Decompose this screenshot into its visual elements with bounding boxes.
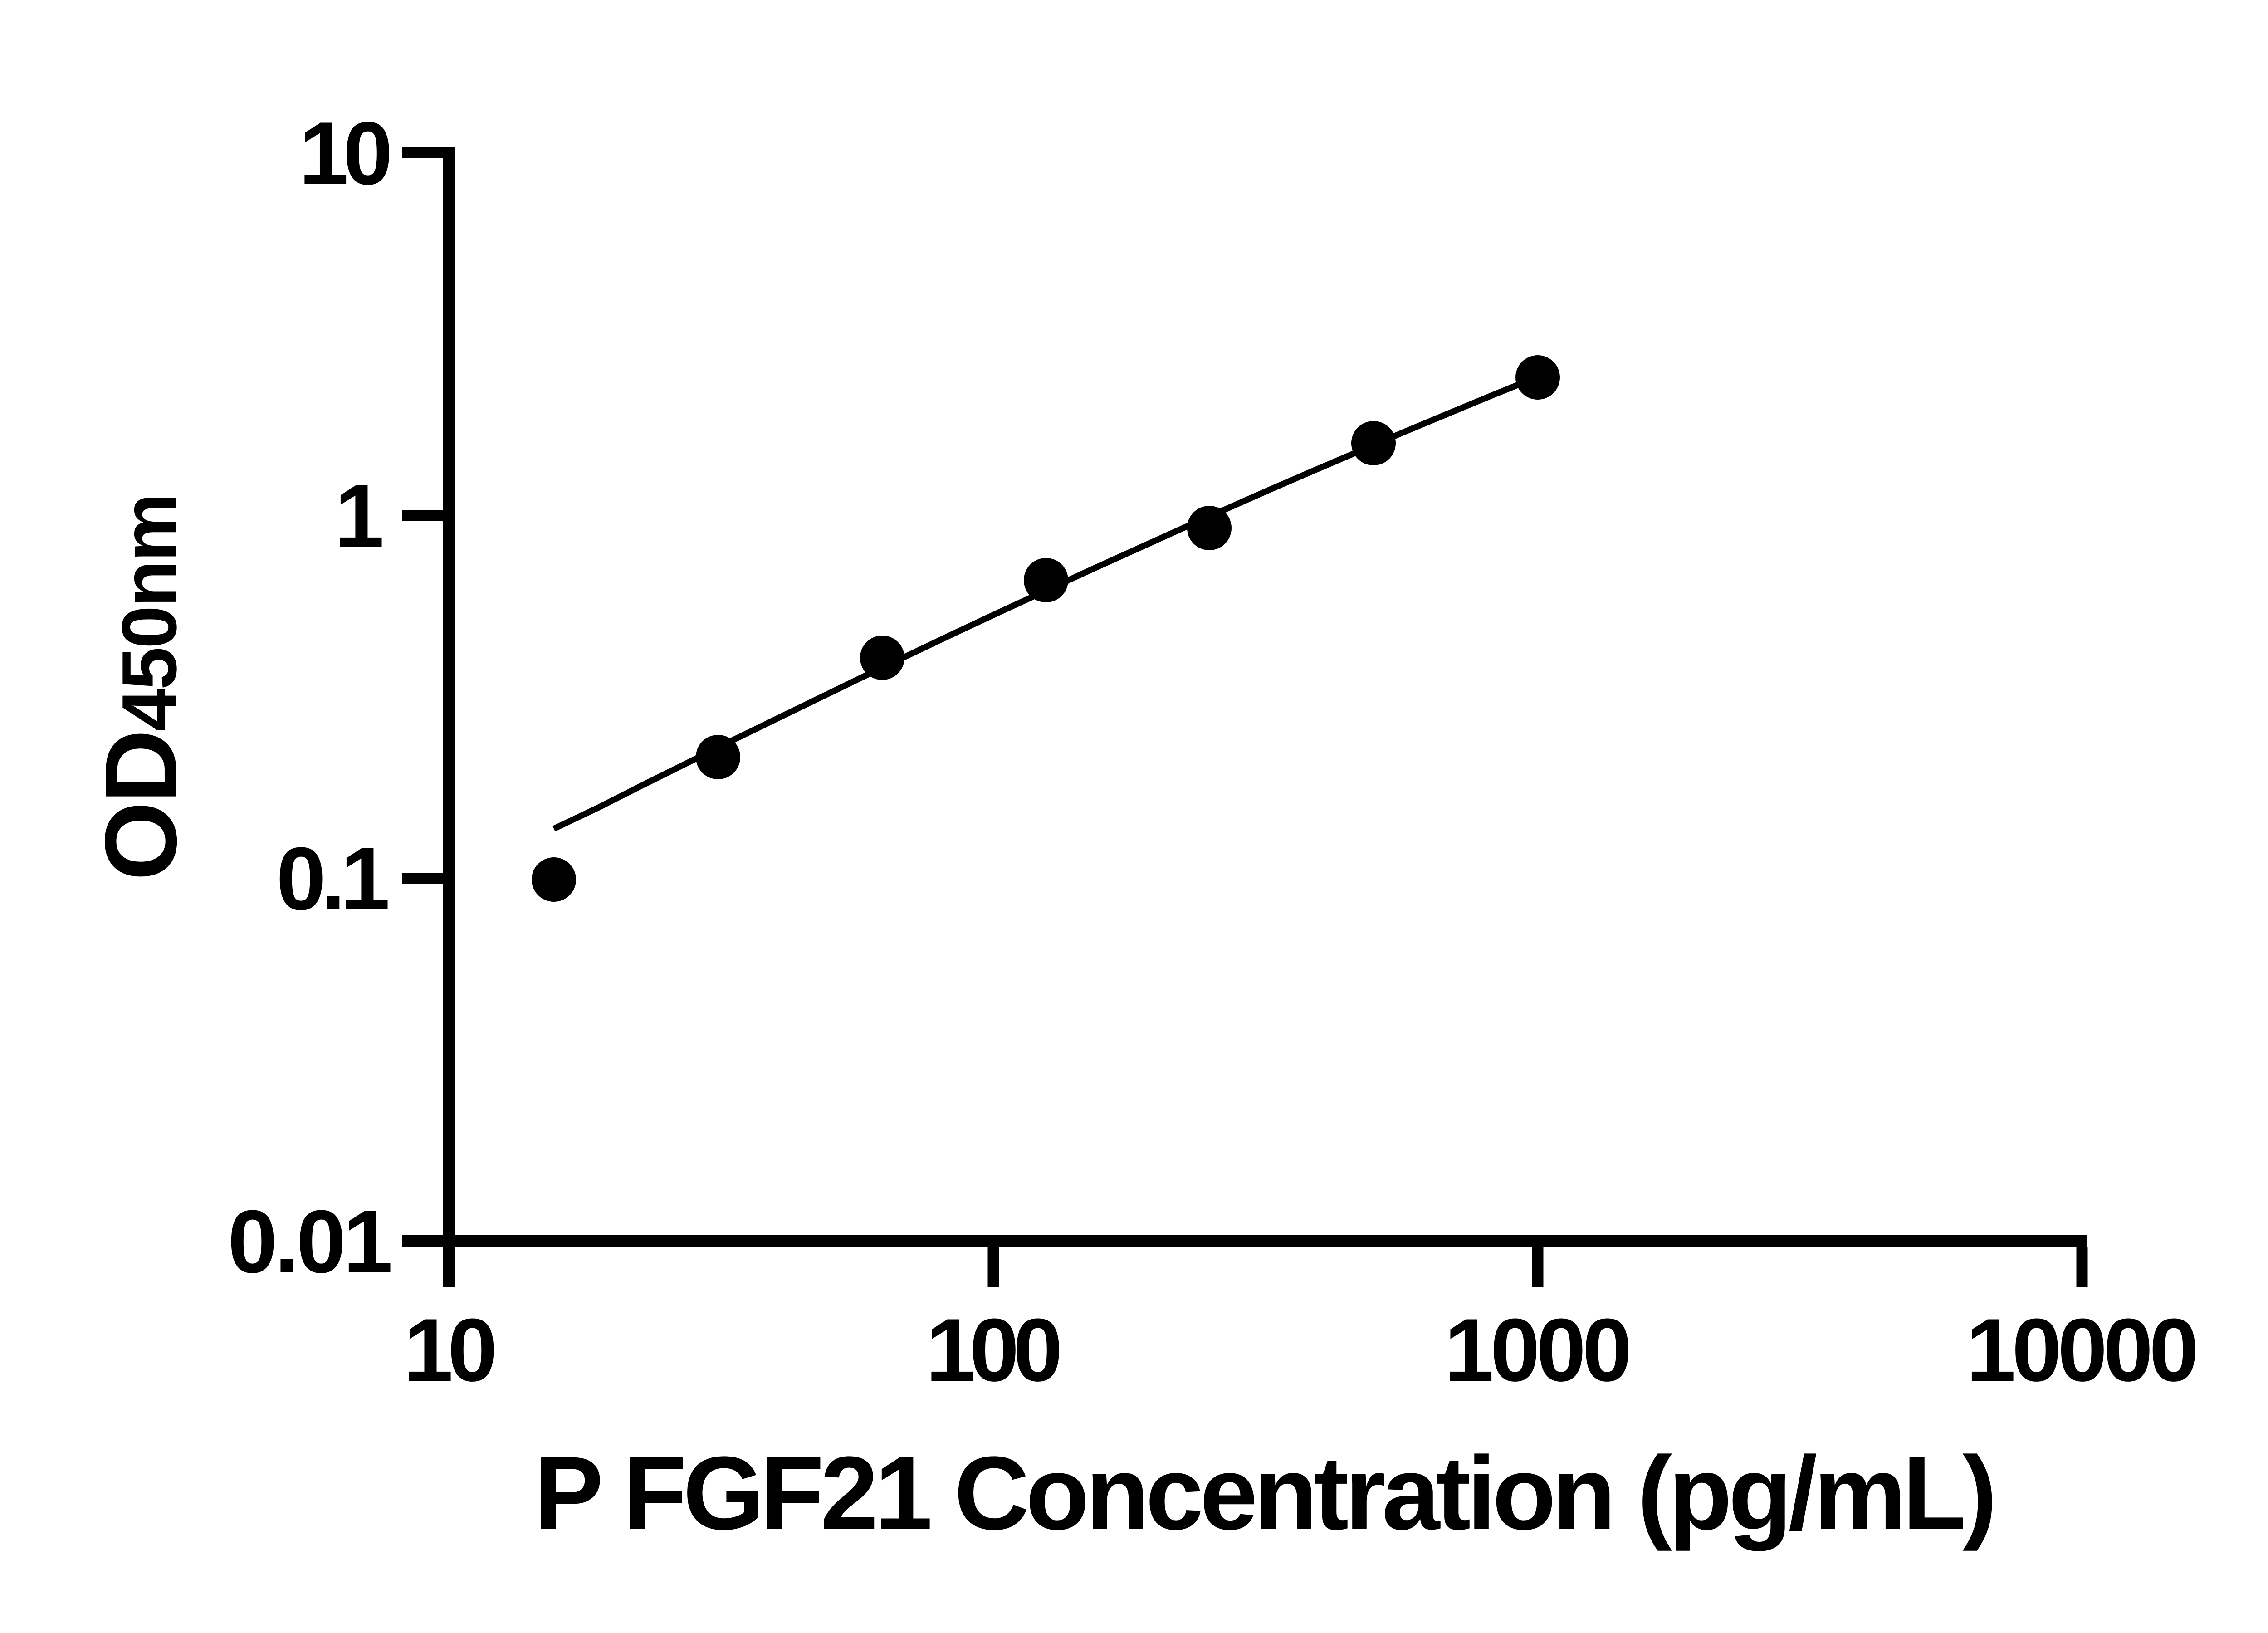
svg-text:1000: 1000	[1444, 1300, 1632, 1400]
svg-text:10: 10	[299, 103, 393, 203]
svg-text:P FGF21 Concentration (pg/mL): P FGF21 Concentration (pg/mL)	[534, 1435, 1997, 1551]
svg-text:100: 100	[926, 1300, 1063, 1400]
svg-text:10: 10	[404, 1300, 498, 1400]
svg-text:1: 1	[334, 466, 384, 566]
svg-text:0.1: 0.1	[276, 829, 390, 929]
svg-text:10000: 10000	[1966, 1300, 2199, 1400]
svg-text:OD450nm: OD450nm	[83, 494, 198, 880]
svg-text:0.01: 0.01	[228, 1192, 393, 1291]
